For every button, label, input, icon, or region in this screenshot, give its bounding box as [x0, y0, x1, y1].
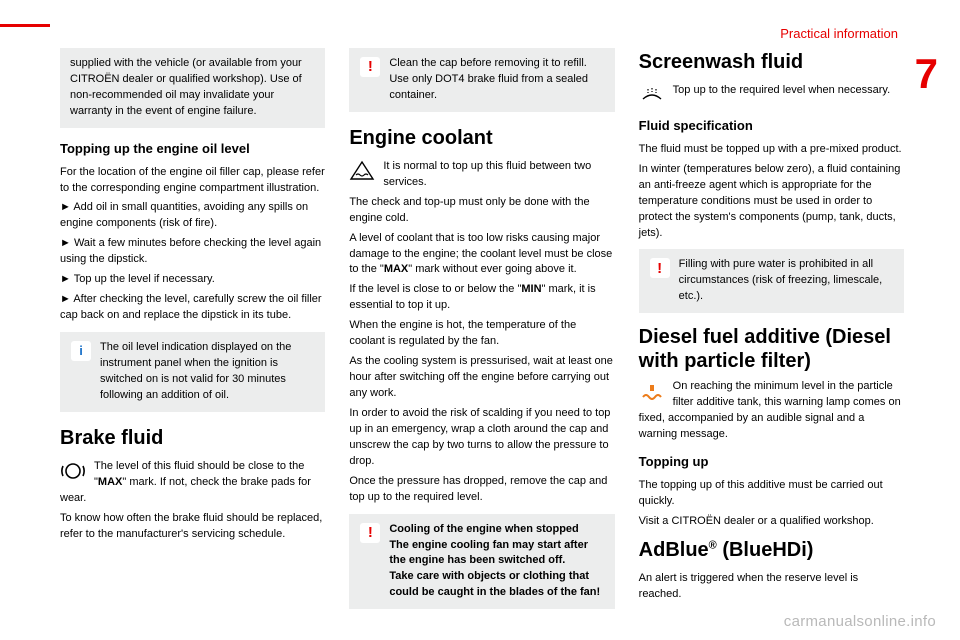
coolant-p5: As the cooling system is pressurised, wa… — [349, 354, 614, 402]
brake-cap-warning-text: Clean the cap before removing it to refi… — [359, 56, 604, 104]
heading-brake-fluid: Brake fluid — [60, 424, 325, 453]
topping-bullet-1: ► Add oil in small quantities, avoiding … — [60, 200, 325, 232]
brake-fluid-para-1: The level of this fluid should be close … — [60, 459, 325, 507]
brake-fluid-para-2: To know how often the brake fluid should… — [60, 511, 325, 543]
coolant-max: MAX — [384, 263, 408, 275]
topping-bullet-3: ► Top up the level if necessary. — [60, 272, 325, 288]
topup-p2: Visit a CITROËN dealer or a qualified wo… — [639, 514, 904, 530]
adblue-p1: An alert is triggered when the reserve l… — [639, 571, 904, 603]
section-number: 7 — [915, 50, 938, 98]
adblue-a: AdBlue — [639, 539, 709, 561]
heading-topping-up: Topping up the engine oil level — [60, 140, 325, 159]
info-icon: i — [70, 340, 92, 362]
screenwash-icon — [639, 83, 667, 107]
header-red-bar — [0, 24, 50, 27]
fan-warning-heading: Cooling of the engine when stopped — [389, 523, 578, 535]
diesel-warning-icon — [639, 379, 667, 403]
page: Practical information 7 supplied with th… — [0, 0, 960, 640]
fan-warning-line2: Take care with objects or clothing that … — [389, 570, 600, 598]
oil-level-info-text: The oil level indication displayed on th… — [70, 340, 315, 404]
brake-max: MAX — [98, 476, 122, 488]
topping-intro: For the location of the engine oil fille… — [60, 165, 325, 197]
pure-water-warning: ! Filling with pure water is prohibited … — [639, 249, 904, 313]
fan-warning-body: Cooling of the engine when stopped The e… — [359, 522, 604, 602]
coolant-icon-text: It is normal to top up this fluid betwee… — [383, 160, 591, 188]
section-label: Practical information — [780, 26, 898, 41]
screenwash-icon-text: Top up to the required level when necess… — [673, 84, 890, 96]
coolant-p6: In order to avoid the risk of scalding i… — [349, 406, 614, 470]
warning-icon: ! — [359, 522, 381, 544]
coolant-p2: A level of coolant that is too low risks… — [349, 231, 614, 279]
warning-icon: ! — [649, 257, 671, 279]
diesel-icon-para: On reaching the minimum level in the par… — [639, 379, 904, 443]
heading-topping-up-diesel: Topping up — [639, 453, 904, 472]
watermark: carmanualsonline.info — [784, 613, 936, 630]
screenwash-icon-para: Top up to the required level when necess… — [639, 83, 904, 107]
topup-p1: The topping up of this additive must be … — [639, 478, 904, 510]
warning-icon: ! — [359, 56, 381, 78]
spec-p2: In winter (temperatures below zero), a f… — [639, 162, 904, 242]
fan-warning: ! Cooling of the engine when stopped The… — [349, 514, 614, 610]
brake-cap-warning: ! Clean the cap before removing it to re… — [349, 48, 614, 112]
diesel-icon-text: On reaching the minimum level in the par… — [639, 380, 901, 440]
brake-fluid-icon — [60, 459, 88, 483]
heading-diesel-additive: Diesel fuel additive (Diesel with partic… — [639, 325, 904, 373]
topping-bullet-4: ► After checking the level, carefully sc… — [60, 292, 325, 324]
heading-fluid-spec: Fluid specification — [639, 117, 904, 136]
coolant-p3a: If the level is close to or below the " — [349, 283, 521, 295]
adblue-b: (BlueHDi) — [717, 539, 814, 561]
coolant-p7: Once the pressure has dropped, remove th… — [349, 474, 614, 506]
adblue-sup: ® — [709, 539, 717, 551]
oil-supply-note: supplied with the vehicle (or available … — [60, 48, 325, 128]
coolant-p1: The check and top-up must only be done w… — [349, 195, 614, 227]
heading-engine-coolant: Engine coolant — [349, 124, 614, 153]
columns: supplied with the vehicle (or available … — [60, 48, 908, 620]
column-1: supplied with the vehicle (or available … — [60, 48, 325, 620]
topping-bullet-2: ► Wait a few minutes before checking the… — [60, 236, 325, 268]
pure-water-warning-text: Filling with pure water is prohibited in… — [649, 257, 894, 305]
coolant-min: MIN — [521, 283, 541, 295]
heading-screenwash: Screenwash fluid — [639, 48, 904, 77]
oil-supply-note-text: supplied with the vehicle (or available … — [70, 56, 315, 120]
coolant-p3: If the level is close to or below the "M… — [349, 282, 614, 314]
oil-level-info-box: i The oil level indication displayed on … — [60, 332, 325, 412]
column-3: Screenwash fluid Top up to the required … — [639, 48, 908, 620]
fan-warning-line1: The engine cooling fan may start after t… — [389, 539, 588, 567]
coolant-p4: When the engine is hot, the temperature … — [349, 318, 614, 350]
coolant-icon — [349, 159, 377, 183]
coolant-icon-para: It is normal to top up this fluid betwee… — [349, 159, 614, 191]
column-2: ! Clean the cap before removing it to re… — [349, 48, 614, 620]
heading-adblue: AdBlue® (BlueHDi) — [639, 536, 904, 565]
spec-p1: The fluid must be topped up with a pre-m… — [639, 142, 904, 158]
coolant-p2b: " mark without ever going above it. — [408, 263, 576, 275]
